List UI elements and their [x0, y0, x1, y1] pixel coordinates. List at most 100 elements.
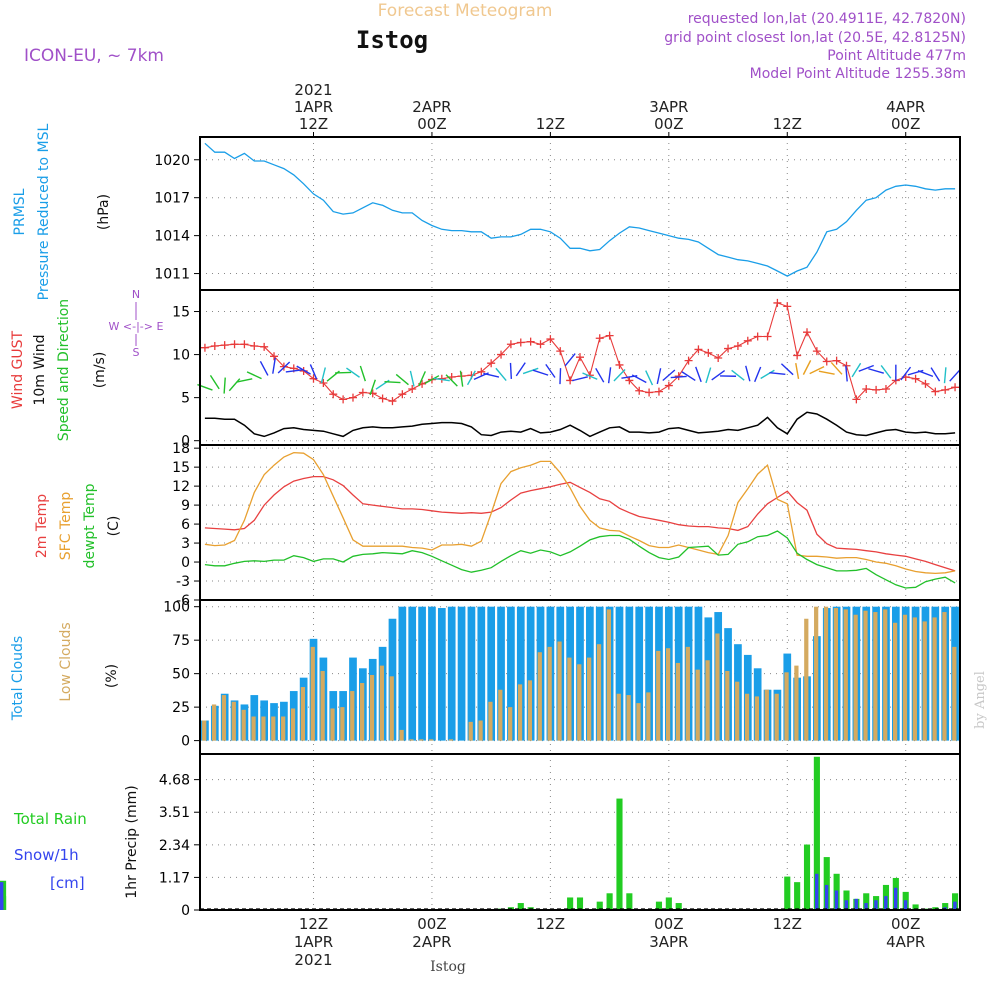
bottom-time-label: 12Z [536, 915, 565, 933]
low-clouds-bar [873, 612, 878, 741]
low-clouds-bar [675, 662, 681, 741]
precip-labels: Total Rain Snow/1h [cm] 1hr Precip (mm) [13, 785, 140, 898]
rain-bar [942, 903, 949, 910]
gust-marker [506, 340, 515, 349]
pressure-unit: (hPa) [96, 194, 112, 230]
low-clouds-bar [794, 665, 799, 741]
gust-marker [704, 348, 713, 357]
snow-label: Snow/1h [14, 846, 79, 864]
total-clouds-bar [625, 606, 634, 741]
wind-direction-arrow [802, 360, 812, 375]
temperature-panel: -6 -3 0 3 6 9 12 15 18 [172, 441, 961, 609]
wind-direction-arrow [228, 378, 241, 392]
low-clouds-bar [646, 692, 651, 741]
y-tick-label: 50 [172, 667, 190, 683]
wind-direction-arrow [845, 365, 848, 382]
low-clouds-bar [823, 606, 829, 741]
sfc-temp-label: SFC Temp [58, 492, 74, 561]
top-time-label: 4APR [886, 98, 925, 116]
total-clouds-bar [408, 606, 417, 741]
low-clouds-bar [922, 621, 927, 741]
rain-bar [912, 904, 919, 910]
low-clouds-bar [399, 729, 404, 741]
gust-marker [378, 394, 387, 403]
low-clouds-bar [735, 681, 740, 741]
y-tick-label: 12 [172, 479, 190, 495]
wind-direction-arrow [522, 367, 539, 375]
plot-frame [199, 753, 961, 911]
top-time-label: 12Z [299, 115, 328, 133]
rain-bar [823, 857, 830, 910]
bottom-time-label: 2021 [294, 951, 332, 969]
gust-marker [625, 376, 634, 385]
y-tick-label: 3 [181, 536, 190, 552]
snow-bar [884, 896, 888, 910]
top-time-label: 1APR [294, 98, 333, 116]
low-clouds-bar [360, 683, 365, 741]
y-tick-label: -6 [176, 593, 190, 609]
wind-unit: (m/s) [92, 352, 108, 389]
gust-marker [339, 395, 348, 404]
low-clouds-bar [863, 610, 868, 741]
rain-bar [813, 756, 820, 910]
gust-marker [348, 393, 357, 402]
plot-background [200, 290, 960, 445]
gust-marker [635, 386, 644, 395]
wind-direction-arrow [384, 381, 401, 384]
low-clouds-bar [705, 660, 710, 741]
product-title: Forecast Meteogram [378, 1, 553, 21]
requested-coords: requested lon,lat (20.4911E, 42.7820N) [688, 11, 966, 27]
total-clouds-bar [615, 606, 624, 741]
gust-marker [753, 332, 762, 341]
gust-marker [724, 344, 733, 353]
wind-direction-arrow [809, 365, 825, 375]
wind-direction-arrow [483, 372, 500, 378]
total-clouds-bar [516, 606, 525, 741]
wind-direction-arrow [296, 365, 311, 375]
gust-marker [951, 383, 960, 392]
snow-bar [834, 890, 839, 910]
low-clouds-bar [261, 716, 266, 741]
wind-speed-dir-label: Speed and Direction [56, 299, 72, 441]
bottom-time-label: 00Z [417, 915, 446, 933]
low-clouds-bar [221, 695, 227, 741]
low-clouds-bar [587, 657, 592, 741]
low-clouds-bar [508, 707, 513, 741]
low-clouds-bar [725, 670, 730, 741]
footer-station: Istog [430, 959, 466, 975]
gust-marker [832, 356, 841, 365]
rain-bar [863, 893, 870, 910]
wind-direction-arrow [418, 371, 426, 387]
low-clouds-bar [281, 716, 286, 741]
gust-marker [921, 379, 930, 388]
low-clouds-bar [547, 646, 552, 741]
low-clouds-bar [379, 665, 384, 741]
watermark: by Angel [973, 671, 988, 729]
wind-direction-arrow [395, 373, 409, 386]
wind-direction-arrow [711, 369, 726, 381]
wind-direction-arrow [582, 372, 598, 380]
wind-direction-arrow [670, 375, 687, 379]
rain-bar [655, 901, 663, 910]
rain-bar [616, 798, 623, 910]
wind-direction-arrow [285, 369, 302, 373]
temp-labels: 2m Temp SFC Temp dewpt Temp (C) [34, 483, 122, 568]
snow-bar [824, 884, 829, 910]
wind-direction-arrow [335, 371, 352, 374]
wind-direction-arrow [246, 371, 262, 380]
total-clouds-bar [437, 608, 446, 741]
low-clouds-bar [429, 739, 434, 741]
rain-bar [606, 893, 613, 910]
y-tick-label: 0 [181, 434, 190, 450]
plot-background [200, 445, 960, 600]
low-clouds-bar [636, 703, 641, 741]
gust-marker [487, 359, 496, 368]
low-clouds-bar [814, 606, 819, 741]
wind-direction-arrow [731, 369, 745, 381]
wind-direction-arrow [595, 367, 605, 383]
clouds-labels: Total Clouds Low Clouds (%) [10, 622, 120, 721]
low-clouds-bar [271, 716, 276, 741]
wind-direction-arrow [277, 361, 291, 374]
low-clouds-bar [695, 669, 700, 741]
